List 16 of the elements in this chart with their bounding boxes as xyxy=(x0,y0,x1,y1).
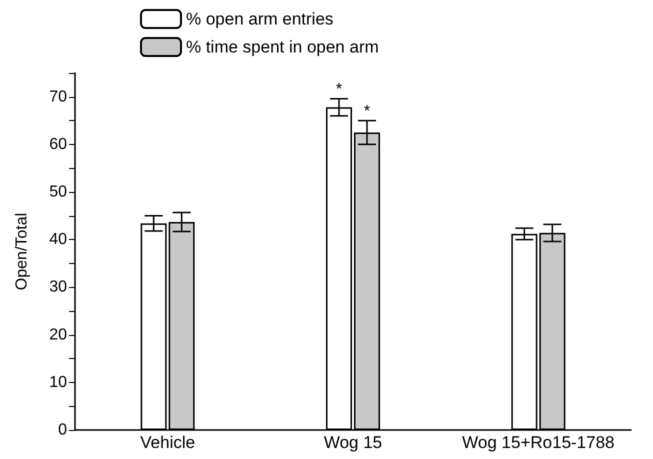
y-tick-label: 0 xyxy=(58,422,68,438)
y-tick-label: 70 xyxy=(49,88,68,106)
annotation: * xyxy=(336,81,342,98)
y-tick-label: 30 xyxy=(49,278,68,296)
y-tick-label: 10 xyxy=(49,374,68,391)
x-tick-label: Vehicle xyxy=(140,433,196,452)
y-tick-label: 60 xyxy=(49,136,68,153)
x-tick-label: Wog 15+Ro15-1788 xyxy=(462,433,614,452)
legend-label: % time spent in open arm xyxy=(186,38,379,56)
legend-label: % open arm entries xyxy=(186,10,334,28)
y-tick-label: 40 xyxy=(49,231,68,248)
annotation: * xyxy=(364,103,370,120)
y-axis-title: Open/Total xyxy=(14,212,30,290)
y-tick-label: 50 xyxy=(49,184,68,200)
y-tick-label: 20 xyxy=(49,326,68,344)
x-tick-label: Wog 15 xyxy=(324,433,382,452)
